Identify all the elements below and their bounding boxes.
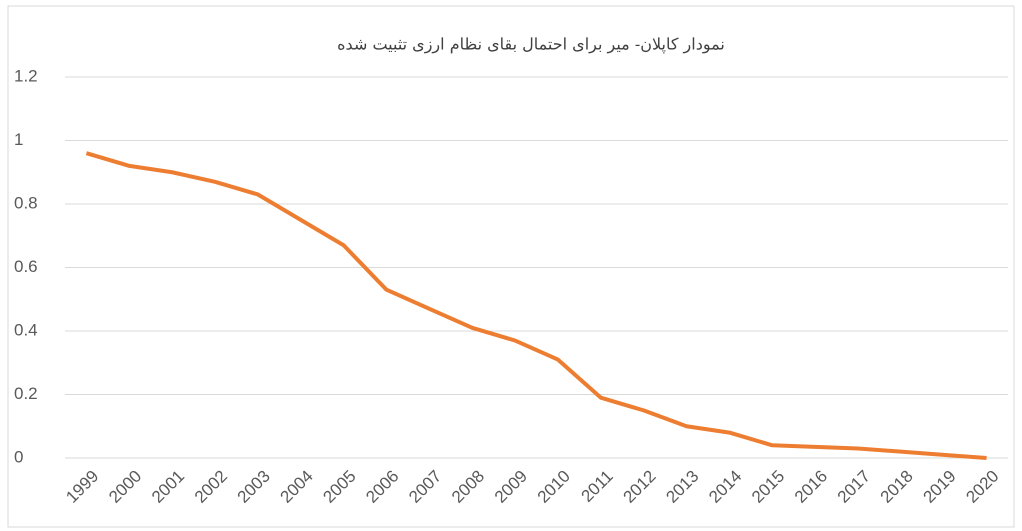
line-series	[85, 151, 987, 460]
chart-border	[7, 5, 1015, 528]
chart-title: نمودار کاپلان- میر برای احتمال بقای نظام…	[337, 35, 725, 54]
y-tick-label: 0.2	[14, 384, 38, 403]
y-tick-label: 0.4	[14, 320, 38, 339]
y-tick-label: 1	[14, 130, 23, 149]
y-tick-label: 0.8	[14, 193, 38, 212]
y-tick-label: 1.2	[14, 66, 38, 85]
y-tick-label: 0.6	[14, 257, 38, 276]
y-tick-label: 0	[14, 447, 23, 466]
